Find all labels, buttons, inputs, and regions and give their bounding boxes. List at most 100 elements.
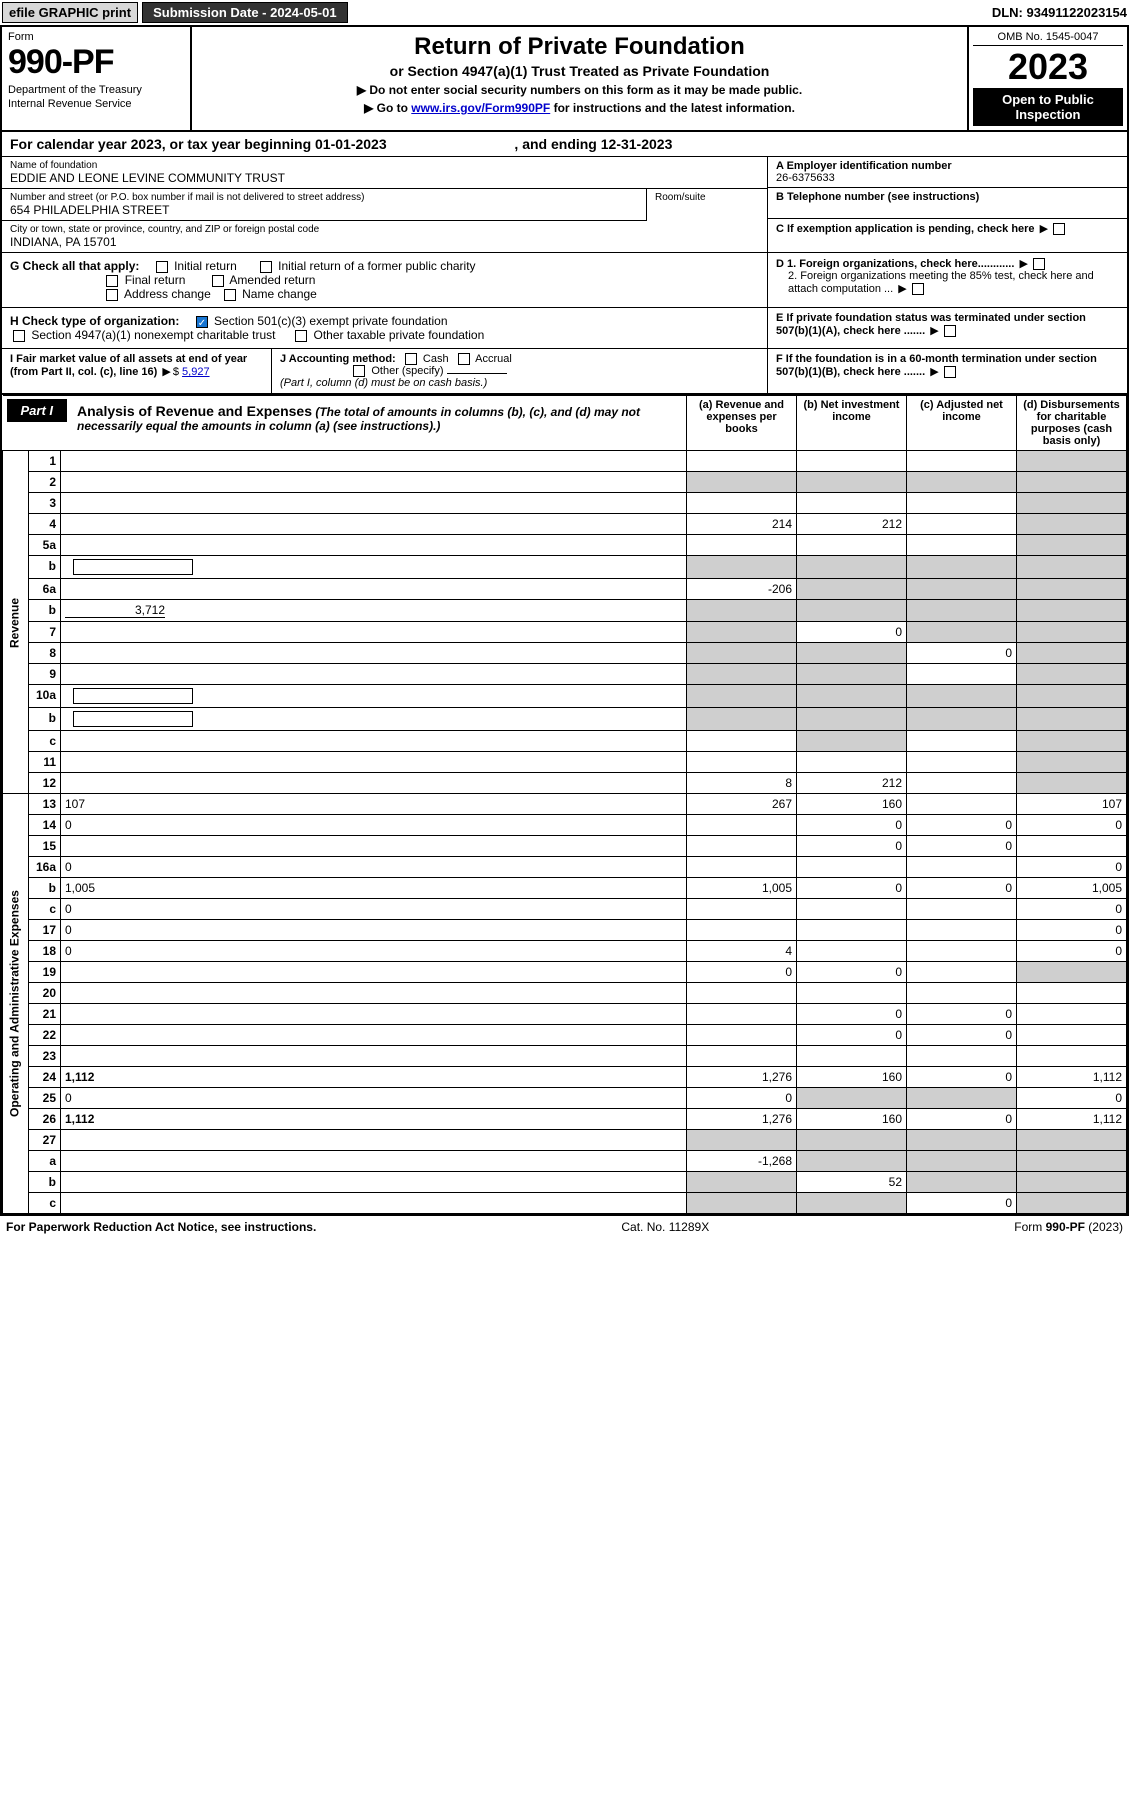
cell-a: 214 bbox=[687, 514, 797, 535]
g-addr-cb[interactable] bbox=[106, 289, 118, 301]
d1-cb[interactable] bbox=[1033, 258, 1045, 270]
line-number: 24 bbox=[29, 1067, 61, 1088]
cell-c: 0 bbox=[907, 1025, 1017, 1046]
cell-a: 1,005 bbox=[687, 878, 797, 899]
cell-c bbox=[907, 472, 1017, 493]
line-number: 4 bbox=[29, 514, 61, 535]
footer-left: For Paperwork Reduction Act Notice, see … bbox=[6, 1220, 316, 1234]
cell-a bbox=[687, 752, 797, 773]
g-initial-cb[interactable] bbox=[156, 261, 168, 273]
g-final-cb[interactable] bbox=[106, 275, 118, 287]
table-row: 80 bbox=[3, 643, 1127, 664]
cell-a: 267 bbox=[687, 794, 797, 815]
cell-c bbox=[907, 622, 1017, 643]
line-desc bbox=[61, 708, 687, 731]
line-desc: 1,005 bbox=[61, 878, 687, 899]
cell-a bbox=[687, 815, 797, 836]
cell-b: 52 bbox=[797, 1172, 907, 1193]
cell-a bbox=[687, 643, 797, 664]
cell-b bbox=[797, 920, 907, 941]
g-opt-0: Initial return bbox=[174, 259, 237, 273]
table-row: b bbox=[3, 556, 1127, 579]
omb: OMB No. 1545-0047 bbox=[973, 31, 1123, 46]
side-expenses: Operating and Administrative Expenses bbox=[3, 794, 29, 1214]
j-note: (Part I, column (d) must be on cash basi… bbox=[280, 377, 487, 389]
f-cb[interactable] bbox=[944, 366, 956, 378]
cell-c bbox=[907, 773, 1017, 794]
g-former-cb[interactable] bbox=[260, 261, 272, 273]
table-row: 1900 bbox=[3, 962, 1127, 983]
h-501c3-cb[interactable] bbox=[196, 316, 208, 328]
room-cell: Room/suite bbox=[647, 189, 767, 221]
line-number: 2 bbox=[29, 472, 61, 493]
j-accrual-cb[interactable] bbox=[458, 353, 470, 365]
j-other-cb[interactable] bbox=[353, 365, 365, 377]
cell-c: 0 bbox=[907, 878, 1017, 899]
cell-d bbox=[1017, 493, 1127, 514]
cell-d: 107 bbox=[1017, 794, 1127, 815]
cell-a bbox=[687, 664, 797, 685]
table-row: 1700 bbox=[3, 920, 1127, 941]
tel-label: B Telephone number (see instructions) bbox=[776, 191, 1119, 203]
line-desc bbox=[61, 451, 687, 472]
cell-d bbox=[1017, 685, 1127, 708]
cell-b: 0 bbox=[797, 622, 907, 643]
cell-b bbox=[797, 752, 907, 773]
line-number: c bbox=[29, 731, 61, 752]
note-ssn: ▶ Do not enter social security numbers o… bbox=[200, 83, 959, 97]
cell-c bbox=[907, 752, 1017, 773]
e-cb[interactable] bbox=[944, 325, 956, 337]
line-number: b bbox=[29, 878, 61, 899]
cell-b bbox=[797, 1046, 907, 1067]
cell-d bbox=[1017, 622, 1127, 643]
cell-a: -206 bbox=[687, 579, 797, 600]
g-name-cb[interactable] bbox=[224, 289, 236, 301]
cell-a bbox=[687, 1004, 797, 1025]
cell-d bbox=[1017, 962, 1127, 983]
line-desc bbox=[61, 836, 687, 857]
cell-d bbox=[1017, 556, 1127, 579]
line-desc: 0 bbox=[61, 941, 687, 962]
line-number: 10a bbox=[29, 685, 61, 708]
note-post: for instructions and the latest informat… bbox=[550, 101, 795, 115]
line-desc bbox=[61, 1193, 687, 1214]
cell-c: 0 bbox=[907, 1193, 1017, 1214]
d2-cb[interactable] bbox=[912, 283, 924, 295]
table-row: 23 bbox=[3, 1046, 1127, 1067]
form-frame: Form 990-PF Department of the Treasury I… bbox=[0, 25, 1129, 1216]
cell-c: 0 bbox=[907, 1004, 1017, 1025]
cell-b bbox=[797, 643, 907, 664]
j-cash-cb[interactable] bbox=[405, 353, 417, 365]
g-amended-cb[interactable] bbox=[212, 275, 224, 287]
line-desc bbox=[61, 962, 687, 983]
cell-d: 0 bbox=[1017, 941, 1127, 962]
line-number: b bbox=[29, 556, 61, 579]
efile-chip[interactable]: efile GRAPHIC print bbox=[2, 2, 138, 23]
cell-c bbox=[907, 1088, 1017, 1109]
line-number: 7 bbox=[29, 622, 61, 643]
cell-a: 0 bbox=[687, 962, 797, 983]
cell-b: 160 bbox=[797, 794, 907, 815]
cell-b bbox=[797, 472, 907, 493]
cell-a: 4 bbox=[687, 941, 797, 962]
g-opt-1: Final return bbox=[125, 273, 186, 287]
table-row: 9 bbox=[3, 664, 1127, 685]
header-right: OMB No. 1545-0047 2023 Open to Public In… bbox=[967, 27, 1127, 130]
h-4947-cb[interactable] bbox=[13, 330, 25, 342]
i-value-link[interactable]: 5,927 bbox=[182, 366, 210, 378]
table-row: b1,0051,005001,005 bbox=[3, 878, 1127, 899]
line-desc bbox=[61, 1025, 687, 1046]
c-checkbox[interactable] bbox=[1053, 223, 1065, 235]
footer-right: Form 990-PF (2023) bbox=[1014, 1220, 1123, 1234]
dln: DLN: 93491122023154 bbox=[992, 5, 1127, 20]
g-opt-2: Address change bbox=[124, 287, 211, 301]
form-header: Form 990-PF Department of the Treasury I… bbox=[2, 27, 1127, 132]
irs-link[interactable]: www.irs.gov/Form990PF bbox=[411, 101, 550, 115]
e-cell: E If private foundation status was termi… bbox=[767, 308, 1127, 348]
h-other-cb[interactable] bbox=[295, 330, 307, 342]
cell-a bbox=[687, 1193, 797, 1214]
cell-c bbox=[907, 600, 1017, 622]
line-desc bbox=[61, 773, 687, 794]
cell-d bbox=[1017, 773, 1127, 794]
cell-c: 0 bbox=[907, 643, 1017, 664]
